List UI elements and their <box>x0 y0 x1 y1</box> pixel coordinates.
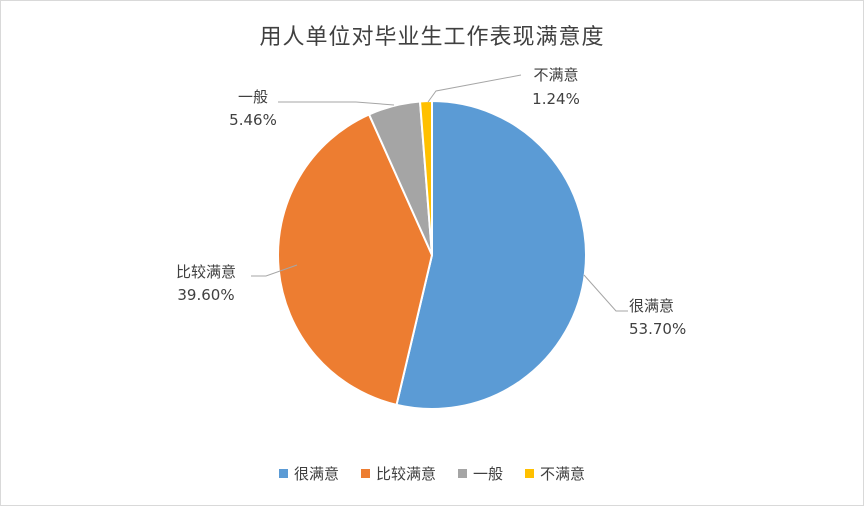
leader-line <box>278 101 395 106</box>
slice-fairly-satisfied <box>277 113 434 407</box>
legend: 很满意 比较满意 一般 不满意 <box>1 463 863 484</box>
slice-very-satisfied <box>395 99 587 410</box>
legend-label: 比较满意 <box>375 465 436 483</box>
label-dissatisfied-name: 不满意 <box>533 66 578 84</box>
leader-line <box>583 274 628 312</box>
label-very-satisfied-value: 53.70% <box>629 320 686 338</box>
label-fairly-satisfied-name: 比较满意 <box>176 263 236 281</box>
chart-title: 用人单位对毕业生工作表现满意度 <box>259 25 605 50</box>
leader-line <box>251 264 298 277</box>
label-average-name: 一般 <box>238 88 268 106</box>
legend-item-dissatisfied: 不满意 <box>525 463 585 484</box>
legend-swatch <box>360 469 370 478</box>
legend-label: 不满意 <box>540 465 586 483</box>
legend-item-very-satisfied: 很满意 <box>278 463 339 484</box>
legend-label: 一般 <box>473 465 504 483</box>
legend-label: 很满意 <box>293 465 339 483</box>
label-average-value: 5.46% <box>229 111 277 129</box>
legend-swatch <box>525 469 535 478</box>
leader-line <box>427 74 522 103</box>
legend-item-fairly-satisfied: 比较满意 <box>360 463 436 484</box>
label-fairly-satisfied-value: 39.60% <box>177 286 234 304</box>
legend-swatch <box>458 469 467 478</box>
slice-dissatisfied <box>418 99 433 256</box>
legend-item-average: 一般 <box>458 463 503 484</box>
label-very-satisfied-name: 很满意 <box>629 297 674 315</box>
legend-swatch <box>278 469 288 478</box>
label-dissatisfied-value: 1.24% <box>532 90 580 108</box>
